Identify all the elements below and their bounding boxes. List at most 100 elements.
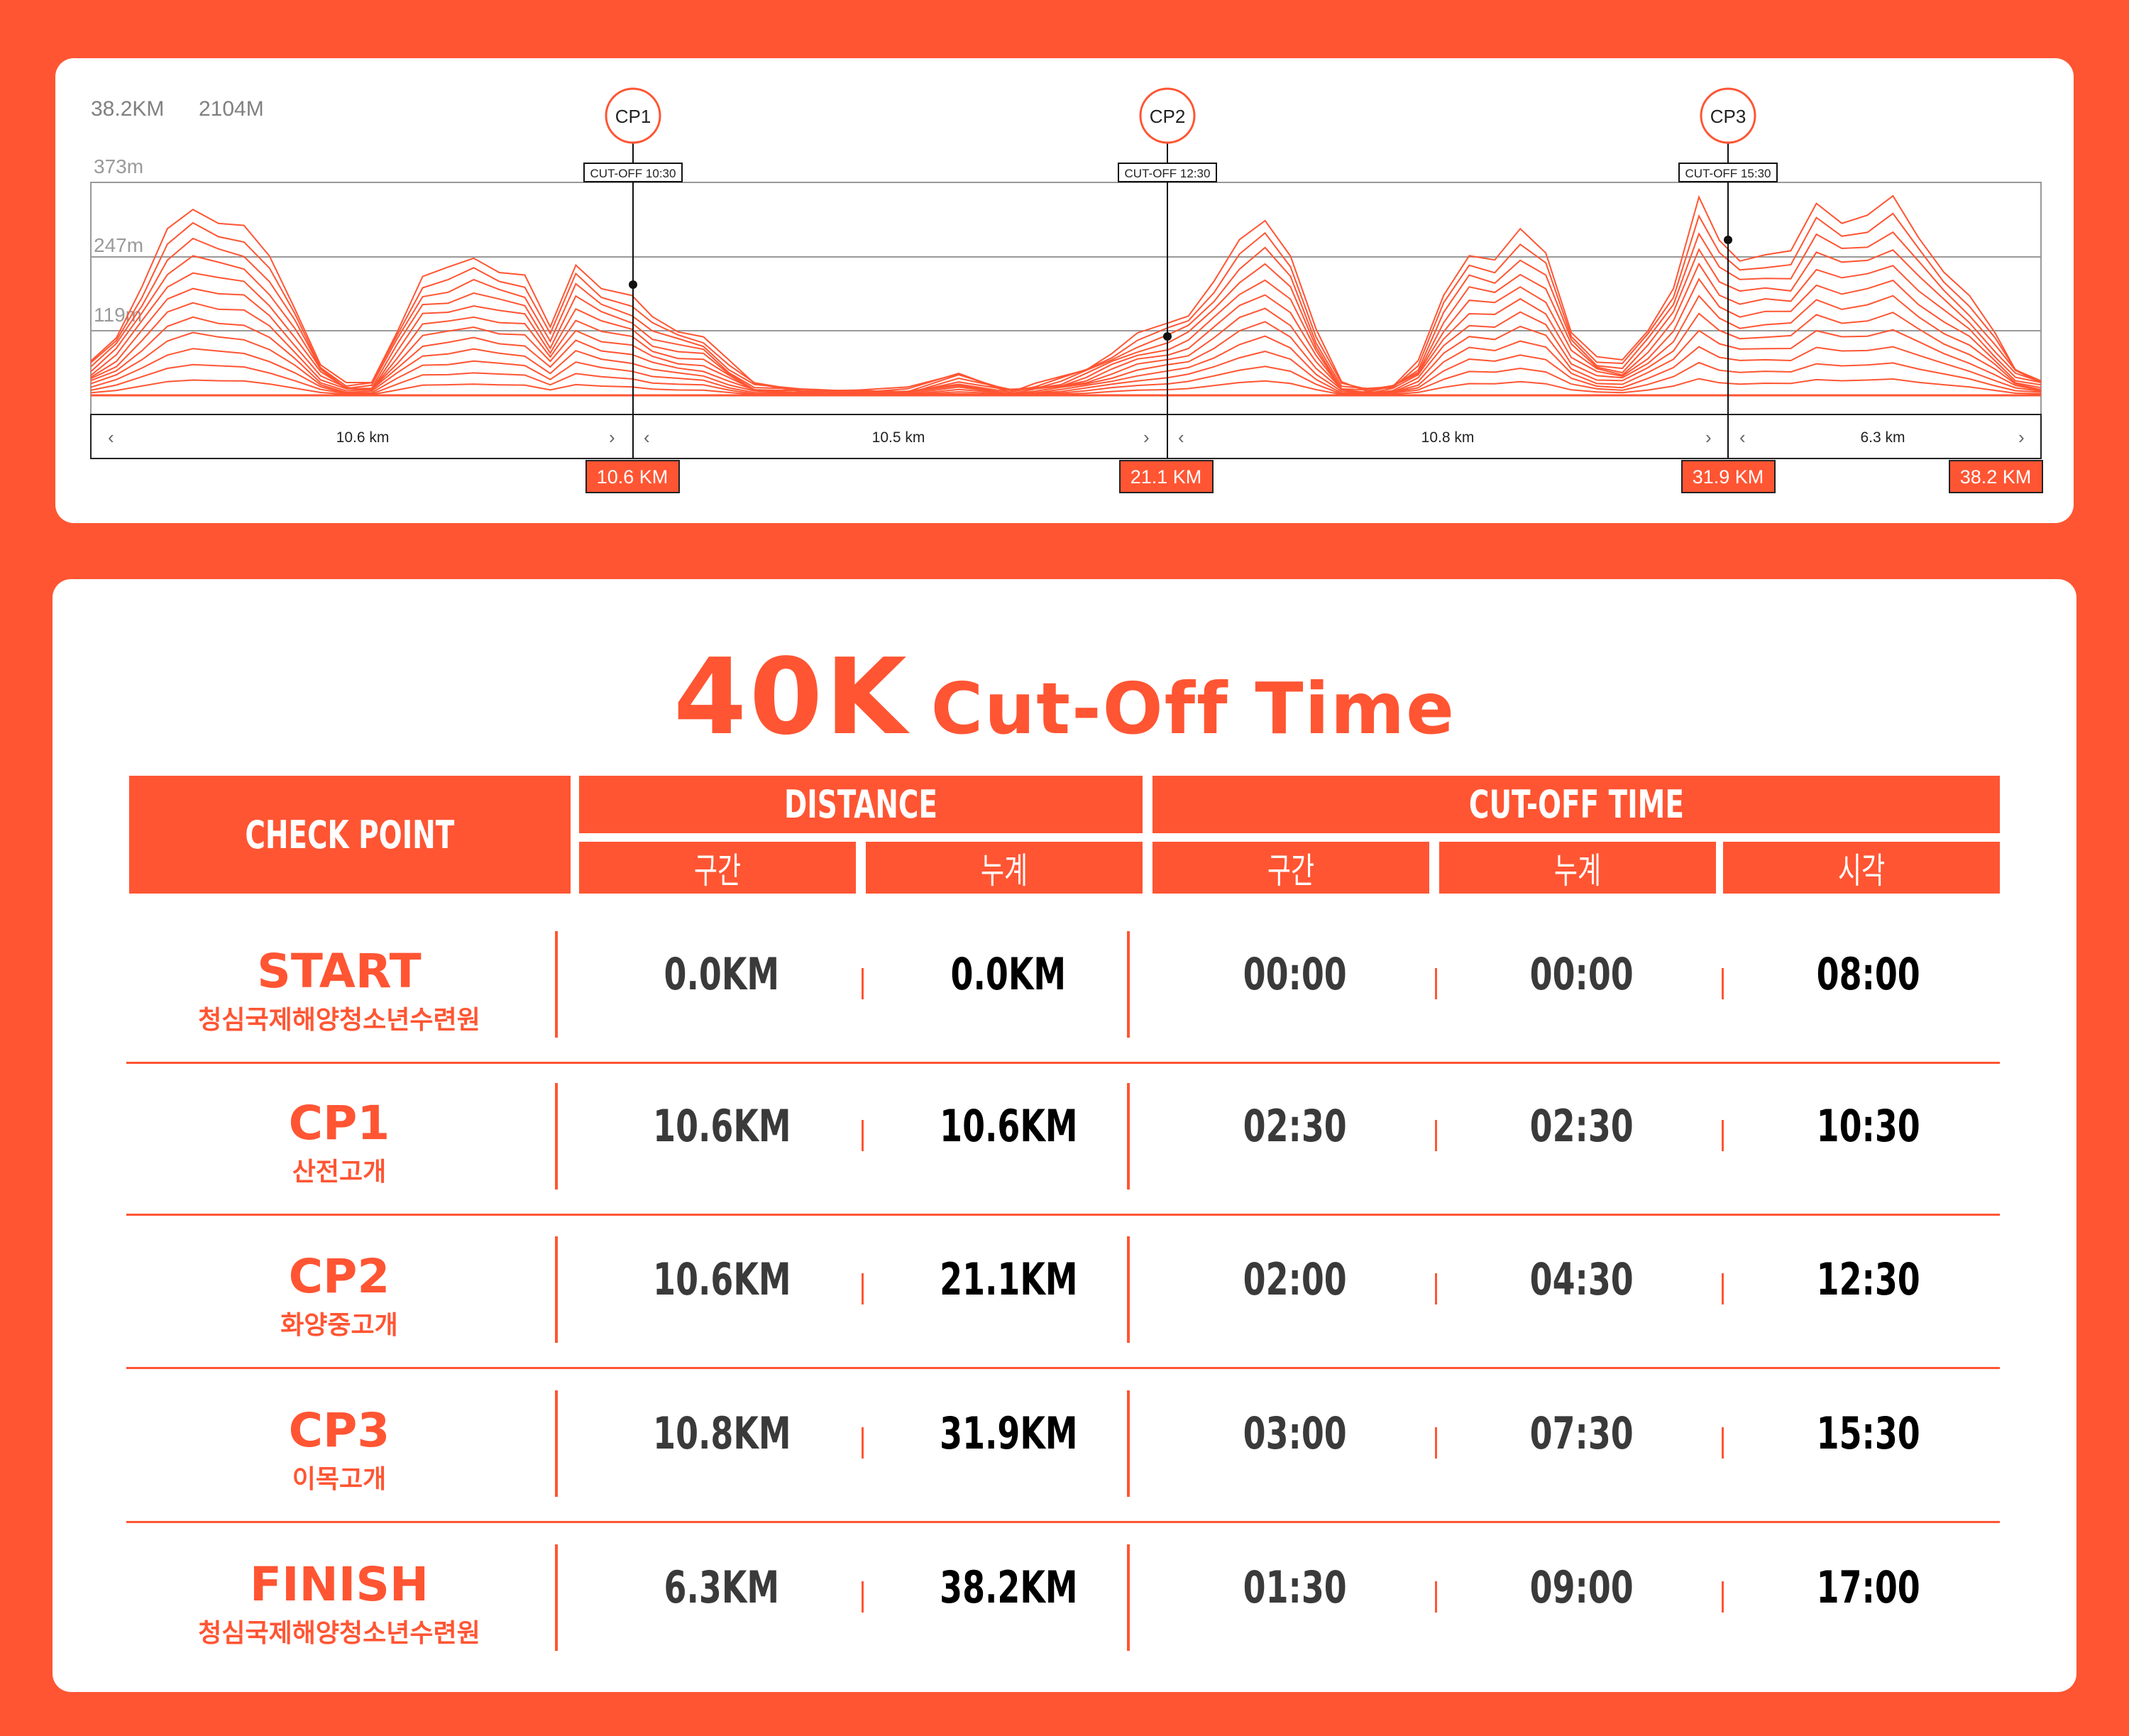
checkpoint-cp3[interactable]: CP3 CUT-OFF 15:30 31.9 KM [1678,87,1778,493]
cell-separator [1435,1427,1437,1458]
cell-cum-time: 07:30 [1529,1407,1634,1459]
row-divider [126,1062,2000,1064]
header-cutoff-time: CUT-OFF TIME [1152,776,2000,833]
segment-4[interactable]: ‹ 6.3 km › [1739,427,2025,448]
chevron-left-icon[interactable]: ‹ [644,427,650,448]
segment-3[interactable]: ‹ 10.8 km › [1178,427,1712,448]
checkpoint-name: CP1 [288,1096,390,1150]
checkpoint-location: 화양중고개 [280,1311,398,1340]
km-badge-label: 38.2 KM [1960,466,2032,488]
segment-distance: 10.5 km [872,429,925,446]
cell-separator [1435,1581,1437,1613]
cutoff-label: CUT-OFF 12:30 [1125,167,1211,180]
cell-cum-dist: 38.2KM [939,1561,1078,1613]
km-badge-label: 10.6 KM [597,466,669,488]
elevation-line [90,329,2042,395]
cutoff-table-card: 40K Cut-Off Time CHECK POINT DISTANCE CUT… [53,579,2076,1692]
checkpoint-name: CP3 [1710,106,1746,127]
cutoff-label-box [1118,163,1217,182]
cell-separator [862,1273,864,1304]
cell-separator [1722,1273,1724,1304]
cell-seg-time: 01:30 [1243,1561,1348,1613]
cell-seg-time: 02:30 [1243,1100,1348,1152]
cell-cum-time: 04:30 [1529,1253,1634,1305]
cell-seg-dist: 10.8KM [652,1407,791,1459]
header-time-segment: 구간 [1152,842,1429,894]
checkpoint-name: CP1 [615,106,651,127]
page-title: 40K Cut-Off Time [53,636,2076,758]
y-tick-label: 247m [94,234,143,256]
chevron-left-icon[interactable]: ‹ [1739,427,1746,448]
cell-separator [1435,968,1437,999]
cell-cum-dist: 0.0KM [950,948,1067,1000]
cutoff-label: CUT-OFF 15:30 [1685,167,1771,180]
km-badge-label: 31.9 KM [1693,466,1764,488]
header-checkpoint: CHECK POINT [129,776,571,894]
elevation-profile-card: 38.2KM 2104M 373m 247m 119m ‹ 10.6 km › … [55,58,2074,523]
row-divider [126,1521,2000,1523]
elevation-ridgelines [90,194,2042,397]
segment-bar [90,414,2042,459]
checkpoint-name: START [257,944,422,999]
cell-cum-time: 09:00 [1529,1561,1634,1613]
segment-1[interactable]: ‹ 10.6 km › [108,427,615,448]
elevation-line [90,248,2042,395]
chevron-right-icon[interactable]: › [609,427,615,448]
cell-separator [1722,968,1724,999]
cell-cum-dist: 10.6KM [939,1100,1078,1152]
cell-separator [862,968,864,999]
column-divider [1127,1083,1130,1190]
table-row: START 청심국제해양청소년수련원 0.0KM 0.0KM 00:00 00:00 08:… [126,920,2000,1074]
checkpoint-marker[interactable] [605,87,661,144]
cell-cum-time: 02:30 [1529,1100,1634,1152]
elevation-line [90,278,2042,395]
checkpoint-name: CP2 [1150,106,1186,127]
checkpoint-cp1[interactable]: CP1 CUT-OFF 10:30 10.6 KM [583,87,683,493]
cell-clock: 12:30 [1816,1253,1921,1305]
cell-seg-dist: 10.6KM [652,1100,791,1152]
elevation-line [90,346,2042,396]
cutoff-label-box [1678,163,1778,182]
checkpoint-dot [629,280,637,289]
chevron-right-icon[interactable]: › [2018,427,2025,448]
cell-separator [862,1120,864,1151]
table-row: CP2 화양중고개 10.6KM 21.1KM 02:00 04:30 12:30 [126,1225,2000,1379]
km-badge [1119,460,1214,493]
cell-separator [1435,1120,1437,1151]
chevron-left-icon[interactable]: ‹ [1178,427,1184,448]
checkpoint-cp2[interactable]: CP2 CUT-OFF 12:30 21.1 KM [1118,87,1217,493]
total-elevation: 2104M [199,97,264,121]
km-badge [1949,460,2043,493]
checkpoint-location: 청심국제해양청소년수련원 [198,1619,480,1648]
elevation-line [90,262,2042,394]
chevron-right-icon[interactable]: › [1143,427,1150,448]
elevation-line [90,212,2042,394]
cell-clock: 10:30 [1816,1100,1921,1152]
cell-seg-dist: 6.3KM [664,1561,780,1613]
chevron-left-icon[interactable]: ‹ [108,427,114,448]
checkpoint-name: CP2 [288,1249,390,1304]
column-divider [555,931,558,1038]
checkpoint-marker[interactable] [1139,87,1196,144]
table-row: FINISH 청심국제해양청소년수련원 6.3KM 38.2KM 01:30 09:00 1… [126,1533,2000,1687]
checkpoint-marker[interactable] [1700,87,1756,144]
column-divider [555,1544,558,1651]
column-divider [555,1236,558,1343]
checkpoint-dot [1163,332,1172,341]
y-tick-label: 119m [94,304,142,326]
cell-seg-dist: 0.0KM [664,948,780,1000]
cell-separator [1722,1120,1724,1151]
title-distance: 40K [673,636,910,758]
elevation-profile-chart: 38.2KM 2104M 373m 247m 119m ‹ 10.6 km › … [90,87,2043,493]
checkpoint-location: 이목고개 [292,1465,387,1494]
segment-2[interactable]: ‹ 10.5 km › [644,427,1150,448]
header-distance-cumulative: 누계 [866,842,1143,894]
cell-seg-dist: 10.6KM [652,1253,791,1305]
cell-separator [1722,1427,1724,1458]
km-badge-label: 21.1 KM [1130,466,1202,488]
chevron-right-icon[interactable]: › [1705,427,1712,448]
cutoff-label-box [583,163,683,182]
column-divider [1127,1544,1130,1651]
elevation-line [90,231,2042,394]
header-distance-segment: 구간 [579,842,856,894]
